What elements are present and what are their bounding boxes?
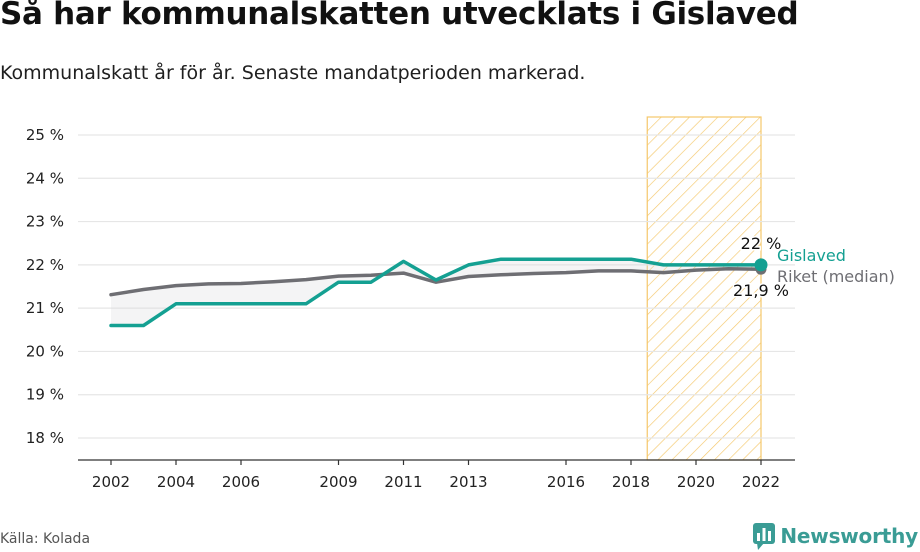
brand-logo: Newsworthy (752, 521, 918, 551)
y-tick-label: 21 % (26, 299, 64, 317)
x-tick-label: 2022 (742, 473, 780, 491)
end-label-riket: 21,9 % (733, 281, 789, 300)
x-tick-label: 2002 (92, 473, 130, 491)
brand-name: Newsworthy (780, 524, 918, 548)
grid-layer: 18 % 19 % 20 % 21 % 22 % 23 % 24 % 25 % 2002 2004… (26, 126, 795, 491)
x-tick-label: 2004 (157, 473, 195, 491)
series-line-gislaved (109, 257, 763, 328)
legend-label-riket: Riket (median) (777, 267, 895, 286)
x-tick-label: 2006 (222, 473, 260, 491)
newsworthy-logo-icon (753, 523, 776, 550)
y-tick-label: 25 % (26, 126, 64, 144)
y-tick-label: 19 % (26, 386, 64, 404)
end-label-gislaved: 22 % (741, 234, 782, 253)
chart-title: Så har kommunalskatten utvecklats i Gisl… (0, 0, 799, 32)
highlight-layer (646, 116, 762, 461)
line-layer (109, 257, 768, 328)
x-tick-label: 2013 (449, 473, 487, 491)
x-tick-label: 2016 (547, 473, 585, 491)
source-note: Källa: Kolada (0, 531, 91, 547)
x-tick-label: 2020 (677, 473, 715, 491)
gislaved-end-point (754, 258, 768, 272)
x-tick-label: 2009 (319, 473, 357, 491)
chart-subtitle: Kommunalskatt år för år. Senaste mandatp… (0, 62, 586, 84)
x-tick-label: 2018 (612, 473, 650, 491)
y-tick-label: 24 % (26, 169, 64, 187)
mandate-period-highlight (646, 116, 762, 461)
y-tick-label: 23 % (26, 213, 64, 231)
series-line-riket (109, 267, 763, 297)
y-tick-label: 18 % (26, 429, 64, 447)
x-tick-label: 2011 (384, 473, 422, 491)
y-tick-label: 22 % (26, 256, 64, 274)
legend-label-gislaved: Gislaved (777, 246, 846, 265)
y-tick-label: 20 % (26, 342, 64, 360)
